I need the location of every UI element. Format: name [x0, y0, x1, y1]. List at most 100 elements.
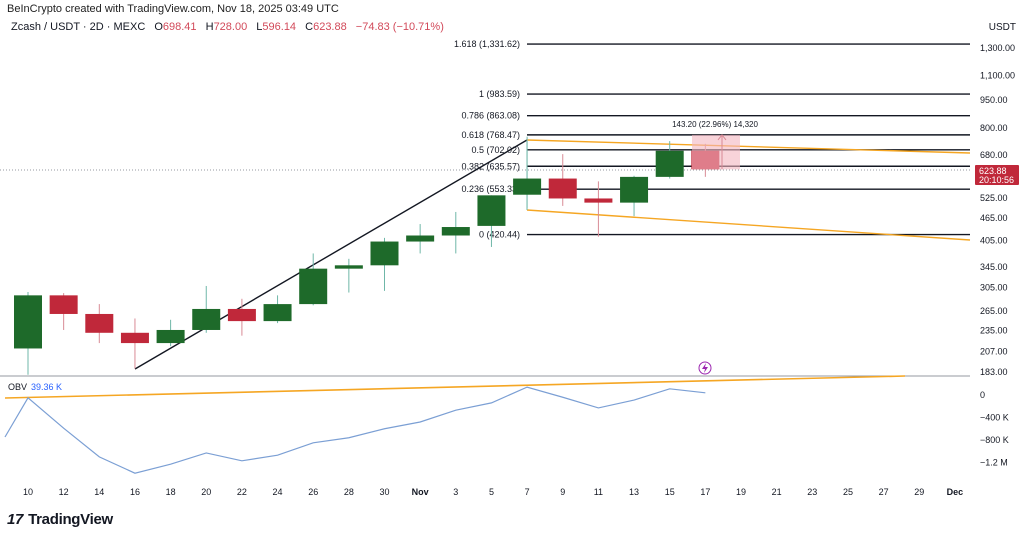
low-label: L — [256, 21, 263, 33]
obv-tick-label: −400 K — [980, 413, 1009, 423]
price-tick-label: 950.00 — [980, 95, 1008, 105]
time-tick-label: 24 — [273, 487, 283, 497]
lightning-icon[interactable] — [698, 361, 712, 375]
candle-body — [620, 176, 649, 203]
candle-body — [49, 295, 78, 314]
measure-arrow-head — [717, 134, 727, 141]
time-tick-label: 13 — [629, 487, 639, 497]
fib-level-label: 0.618 (768.47) — [461, 130, 520, 140]
fib-level-label: 0.5 (702.02) — [471, 145, 520, 155]
price-tick-label: 405.00 — [980, 236, 1008, 246]
time-tick-label: 23 — [807, 487, 817, 497]
candle-body — [263, 304, 292, 322]
bar-countdown: 20:10:56 — [979, 175, 1014, 185]
time-tick-label: 3 — [453, 487, 458, 497]
time-tick-label: 5 — [489, 487, 494, 497]
candle-body — [655, 150, 684, 177]
time-axis[interactable]: 10 12 14 16 18 20 22 24 26 28 30 Nov 3 5 7 9 11 13 15 17 19 2… — [23, 487, 963, 497]
open-label: O — [154, 21, 163, 33]
candle-body — [192, 308, 221, 330]
candle-body — [299, 268, 328, 305]
price-tick-label: 305.00 — [980, 283, 1008, 293]
obv-tick-label: −800 K — [980, 435, 1009, 445]
time-tick-label: 20 — [201, 487, 211, 497]
last-price-value: 623.88 — [979, 166, 1007, 176]
price-tick-label: 680.00 — [980, 150, 1008, 160]
time-tick-label: 16 — [130, 487, 140, 497]
time-tick-label: 27 — [879, 487, 889, 497]
high-value: 728.00 — [213, 21, 248, 33]
channel-upper-line[interactable] — [526, 139, 971, 154]
tradingview-logo-icon: 17 — [7, 511, 24, 528]
obv-line[interactable] — [4, 386, 706, 474]
candle — [263, 295, 292, 324]
price-tick-label: 207.00 — [980, 347, 1008, 357]
candle — [584, 181, 613, 237]
obv-label: OBV — [8, 382, 28, 392]
logo-text: TradingView — [28, 511, 113, 528]
fib-level-label: 0 (420.44) — [479, 230, 520, 240]
time-tick-label: Dec — [947, 487, 964, 497]
time-tick-label: 30 — [379, 487, 389, 497]
price-axis[interactable]: 1,300.00 1,100.00 950.00 800.00 680.00 525.00… — [980, 43, 1015, 377]
obv-value: 39.36 K — [31, 382, 63, 392]
price-tick-label: 800.00 — [980, 123, 1008, 133]
measure-label: 143.20 (22.96%) 14,320 — [672, 120, 758, 129]
symbol-legend[interactable]: Zcash / USDT · 2D · MEXC O698.41 H728.00… — [11, 21, 444, 33]
time-tick-label: 15 — [665, 487, 675, 497]
obv-pane: 0 −400 K −800 K −1.2 M — [4, 375, 1009, 474]
fib-level-label: 0.236 (553.33) — [461, 184, 520, 194]
time-tick-label: 10 — [23, 487, 33, 497]
candle-body — [513, 178, 542, 195]
fib-level-label: 0.382 (635.57) — [461, 161, 520, 171]
obv-tick-label: −1.2 M — [980, 458, 1008, 468]
candle — [192, 285, 221, 333]
candle — [85, 304, 114, 344]
candle — [620, 175, 649, 217]
time-tick-label: 28 — [344, 487, 354, 497]
symbol-name: Zcash / USDT · 2D · MEXC — [11, 21, 146, 33]
trend-line[interactable] — [134, 139, 528, 370]
candle — [120, 318, 149, 369]
candle-body — [85, 313, 114, 333]
candle — [548, 154, 577, 206]
time-tick-label: 14 — [94, 487, 104, 497]
candle — [406, 224, 435, 254]
time-tick-label: 25 — [843, 487, 853, 497]
obv-legend[interactable]: OBV 39.36 K — [8, 382, 62, 392]
price-tick-label: 1,100.00 — [980, 71, 1015, 81]
time-tick-label: 21 — [772, 487, 782, 497]
chart-credit: BeInCrypto created with TradingView.com,… — [7, 3, 339, 15]
obv-trend-line[interactable] — [4, 375, 906, 399]
candle-body — [120, 332, 149, 344]
candle — [370, 237, 399, 291]
measure-box[interactable] — [692, 134, 740, 170]
time-tick-label: Nov — [412, 487, 429, 497]
time-tick-label: 17 — [700, 487, 710, 497]
price-tick-label: 465.00 — [980, 213, 1008, 223]
candle-body — [406, 235, 435, 242]
candle — [49, 293, 78, 330]
candles — [14, 136, 720, 375]
time-tick-label: 18 — [166, 487, 176, 497]
time-tick-label: 9 — [560, 487, 565, 497]
tradingview-logo[interactable]: 17 TradingView — [7, 511, 113, 528]
price-tick-label: 265.00 — [980, 306, 1008, 316]
candle — [227, 298, 256, 336]
candle-body — [227, 308, 256, 322]
change-value: −74.83 (−10.71%) — [355, 21, 444, 33]
candle-body — [477, 195, 506, 226]
channel-lower-line[interactable] — [526, 209, 971, 241]
time-tick-label: 26 — [308, 487, 318, 497]
candle — [655, 141, 684, 179]
price-tick-label: 183.00 — [980, 367, 1008, 377]
price-tick-label: 525.00 — [980, 193, 1008, 203]
time-tick-label: 22 — [237, 487, 247, 497]
candle — [441, 211, 470, 254]
obv-tick-label: 0 — [980, 390, 985, 400]
candle-body — [156, 329, 185, 344]
currency-label[interactable]: USDT — [988, 22, 1016, 33]
fib-level-label: 1.618 (1,331.62) — [454, 39, 520, 49]
candle-body — [334, 265, 363, 269]
